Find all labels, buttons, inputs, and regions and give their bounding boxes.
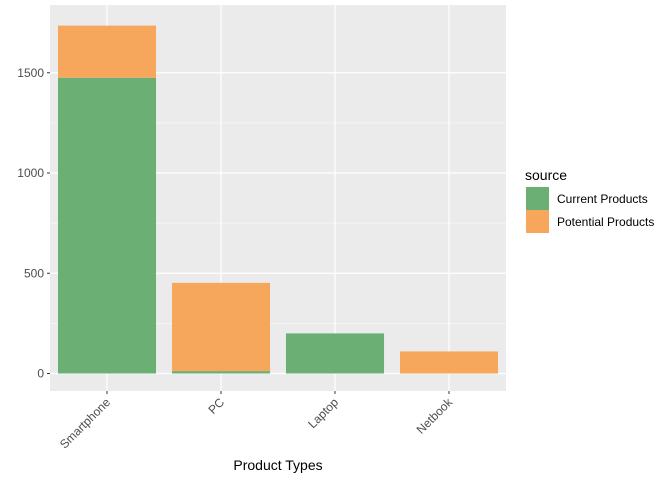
bar-netbook-potential-products [399, 351, 499, 374]
legend-title: source [525, 167, 567, 183]
y-axis: 0 500 1000 1500 [17, 66, 50, 381]
x-tick-label: Netbook [414, 395, 456, 437]
bar-pc-potential-products [171, 282, 271, 372]
bars [57, 25, 499, 374]
legend-label: Potential Products [557, 215, 654, 229]
legend-label: Current Products [557, 192, 648, 206]
legend-key [526, 187, 549, 210]
legend: source Current Products Potential Product… [525, 167, 654, 233]
x-axis-title: Product Types [233, 457, 322, 473]
bar-laptop-current-products [285, 333, 385, 374]
x-tick-label: Laptop [305, 395, 341, 431]
legend-key [526, 210, 549, 233]
y-tick-label: 500 [24, 266, 44, 280]
bar-smartphone-current-products [57, 77, 157, 374]
y-tick-label: 0 [37, 367, 44, 381]
x-tick-label: Smartphone [57, 395, 113, 451]
bar-smartphone-potential-products [57, 25, 157, 78]
x-tick-label: PC [205, 395, 227, 417]
x-axis: Smartphone PC Laptop Netbook [57, 391, 456, 451]
y-tick-label: 1500 [17, 66, 44, 80]
y-tick-label: 1000 [17, 166, 44, 180]
bar-pc-current-products [171, 371, 271, 374]
